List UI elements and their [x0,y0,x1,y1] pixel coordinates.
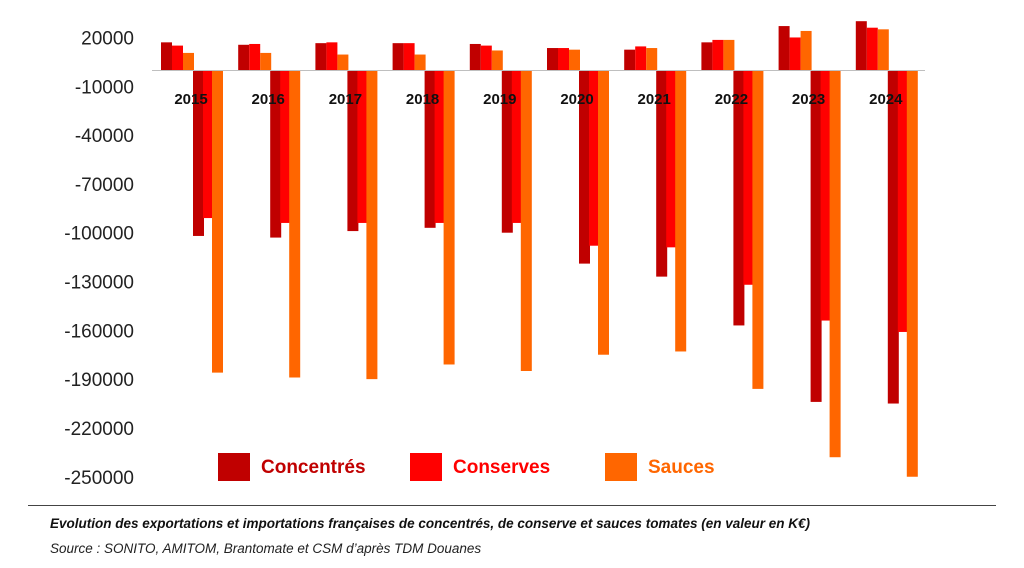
bar-2019-0-export [469,43,481,70]
x-tick-label: 2018 [406,91,439,108]
bar-2018-0-export [392,43,404,70]
bar-2022-2-export [723,39,735,70]
bar-2021-0-import [656,70,668,277]
bar-2020-2-export [569,49,580,70]
legend-swatch [218,453,250,481]
legend-label: Conserves [453,457,550,478]
x-axis: 2015 2016 2017 2018 2019 2020 2021 2022 2023 2024 [174,91,903,108]
bar-2021-2-export [646,48,658,70]
bar-2021-2-import [675,70,687,352]
bar-2015-0-import [193,70,204,236]
bar-2018-1-import [434,70,446,223]
chart-source: Source : SONITO, AMITOM, Brantomate et C… [50,541,482,556]
bar-2020-1-import [589,70,600,246]
bar-2017-1-export [326,42,338,70]
y-tick-label: -70000 [75,175,134,196]
bar-2016-2-import [289,70,301,378]
legend-label: Concentrés [261,457,366,478]
bar-2015-1-import [203,70,214,219]
chart-caption: Evolution des exportations et importatio… [50,516,810,531]
bar-2024-2-import [906,70,918,477]
bar-2020-1-export [558,48,569,70]
x-tick-label: 2024 [869,91,903,108]
bar-2022-1-import [743,70,755,285]
y-tick-label: -100000 [64,224,134,245]
bar-2022-0-export [701,42,713,70]
x-tick-label: 2019 [483,91,516,108]
bar-2017-0-export [315,43,327,70]
y-tick-label: 20000 [81,28,134,49]
bar-2021-1-import [666,70,678,248]
bar-2021-1-export [635,46,647,70]
y-tick-label: -40000 [75,126,134,147]
bar-2018-2-import [443,70,455,365]
bar-2017-0-import [347,70,359,232]
y-axis: 20000 -10000 -40000 -70000 -100000 -130000 -16… [64,28,134,488]
y-tick-label: -10000 [75,77,134,98]
chart: 20000 -10000 -40000 -70000 -100000 -130000 -16… [64,21,925,489]
bar-2015-2-export [183,52,194,70]
bar-2023-1-import [820,70,832,321]
bar-2017-2-import [366,70,378,380]
x-tick-label: 2015 [174,91,207,108]
y-tick-label: -250000 [64,468,134,489]
bar-2015-2-import [212,70,223,373]
bar-2023-1-export [789,37,801,70]
bar-2019-0-import [501,70,513,233]
x-tick-label: 2017 [329,91,362,108]
legend: Concentrés Conserves Sauces [218,453,715,481]
bar-2019-2-import [520,70,532,371]
bar-2024-1-export [866,27,878,71]
bar-2020-0-export [547,48,558,70]
bar-2015-0-export [161,42,172,70]
bar-2022-2-import [752,70,764,389]
bar-2019-1-export [480,45,492,70]
bar-2024-1-import [897,70,909,332]
bar-2019-2-export [491,50,503,70]
y-tick-label: -160000 [64,321,134,342]
bar-2016-2-export [260,52,272,70]
divider [28,505,996,506]
bar-2015-1-export [172,45,183,70]
bar-2022-0-import [733,70,745,326]
bar-2018-0-import [424,70,436,228]
bar-2016-0-export [238,44,250,70]
bar-2019-1-import [511,70,523,223]
legend-label: Sauces [648,457,715,478]
y-tick-label: -220000 [64,419,134,440]
x-tick-label: 2023 [792,91,825,108]
bar-2023-0-export [778,26,790,70]
bar-2016-0-import [270,70,282,238]
bar-2017-1-import [357,70,369,223]
bar-2023-0-import [810,70,822,402]
bar-2021-0-export [624,49,636,70]
bars-group [161,21,918,477]
x-tick-label: 2022 [715,91,748,108]
legend-swatch [605,453,637,481]
x-tick-label: 2016 [252,91,285,108]
bar-2018-2-export [414,54,426,70]
bar-2017-2-export [337,54,349,70]
bar-2023-2-import [829,70,841,458]
bar-2024-0-export [855,21,867,70]
bar-2024-0-import [887,70,899,404]
bar-2020-0-import [579,70,590,264]
bar-2023-2-export [800,30,812,70]
x-tick-label: 2020 [560,91,593,108]
x-tick-label: 2021 [638,91,671,108]
bar-2018-1-export [403,43,415,70]
bar-2022-1-export [712,39,724,70]
legend-swatch [410,453,442,481]
bar-2020-2-import [598,70,609,355]
bar-2016-1-import [280,70,292,223]
bar-2016-1-export [249,43,261,70]
y-tick-label: -130000 [64,273,134,294]
y-tick-label: -190000 [64,370,134,391]
bar-2024-2-export [877,29,889,70]
